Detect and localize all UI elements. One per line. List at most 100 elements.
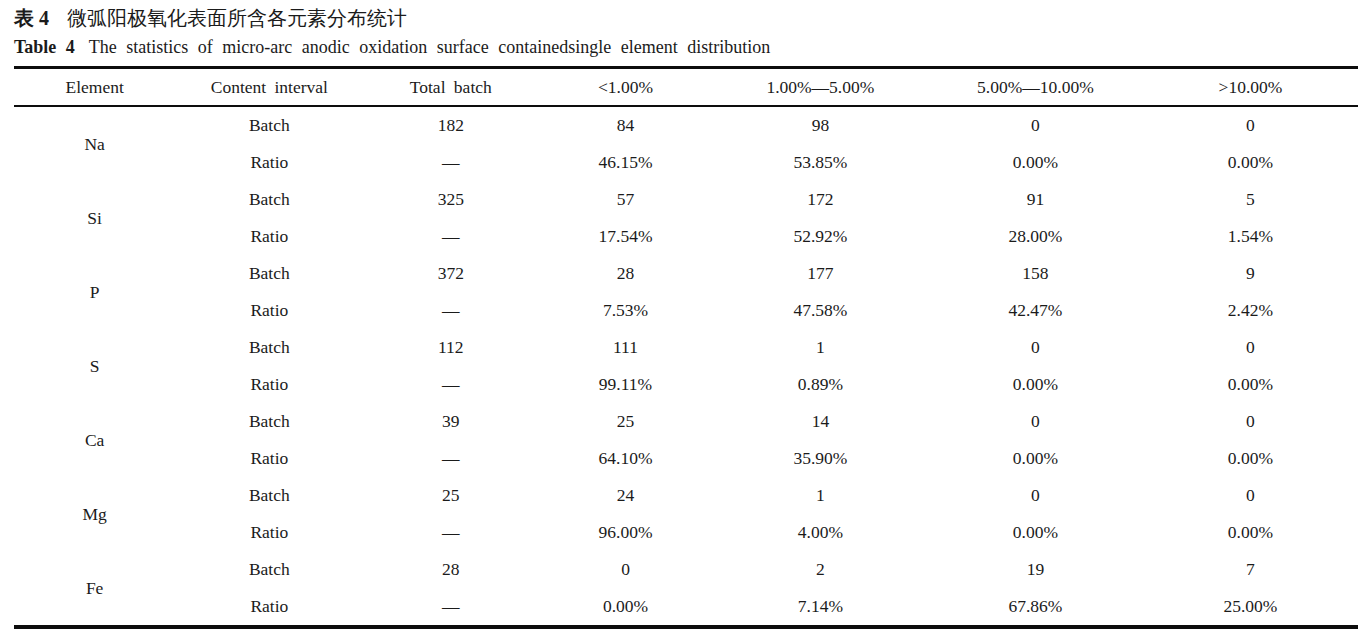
table-row-ratio: Ratio—7.53%47.58%42.47%2.42% <box>14 292 1358 329</box>
batch-value-cell: 0 <box>928 477 1143 514</box>
table-title-zh-text: 微弧阳极氧化表面所含各元素分布统计 <box>67 7 407 29</box>
ratio-value-cell: — <box>363 218 538 255</box>
ratio-value-cell: — <box>363 588 538 627</box>
ratio-value-cell: 7.53% <box>538 292 713 329</box>
header-gt-10pct: >10.00% <box>1143 68 1358 107</box>
element-cell: Mg <box>14 477 175 551</box>
element-cell: S <box>14 329 175 403</box>
batch-value-cell: 25 <box>538 403 713 440</box>
ratio-value-cell: 2.42% <box>1143 292 1358 329</box>
batch-value-cell: 372 <box>363 255 538 292</box>
batch-value-cell: 325 <box>363 181 538 218</box>
batch-value-cell: 24 <box>538 477 713 514</box>
table-title-en: Table 4The statistics of micro-arc anodi… <box>14 34 1352 60</box>
ratio-value-cell: — <box>363 366 538 403</box>
batch-value-cell: 0 <box>1143 403 1358 440</box>
batch-value-cell: 1 <box>713 329 928 366</box>
element-cell: Na <box>14 106 175 181</box>
batch-value-cell: 84 <box>538 106 713 144</box>
batch-value-cell: 25 <box>363 477 538 514</box>
batch-value-cell: 57 <box>538 181 713 218</box>
batch-value-cell: 1 <box>713 477 928 514</box>
row-label-ratio: Ratio <box>175 440 363 477</box>
ratio-value-cell: 35.90% <box>713 440 928 477</box>
batch-value-cell: 0 <box>1143 329 1358 366</box>
batch-value-cell: 7 <box>1143 551 1358 588</box>
table-title-zh-label: 表 4 <box>14 7 49 29</box>
statistics-table: Element Content interval Total batch <1.… <box>14 66 1358 629</box>
ratio-value-cell: 0.00% <box>1143 144 1358 181</box>
batch-value-cell: 0 <box>1143 477 1358 514</box>
table-body: NaBatch182849800Ratio—46.15%53.85%0.00%0… <box>14 106 1358 627</box>
row-label-ratio: Ratio <box>175 144 363 181</box>
row-label-ratio: Ratio <box>175 218 363 255</box>
table-title-en-text: The statistics of micro-arc anodic oxida… <box>89 37 770 57</box>
element-cell: Si <box>14 181 175 255</box>
table-title-zh: 表 4 微弧阳极氧化表面所含各元素分布统计 <box>14 4 1352 32</box>
ratio-value-cell: — <box>363 292 538 329</box>
table-row-ratio: Ratio—64.10%35.90%0.00%0.00% <box>14 440 1358 477</box>
ratio-value-cell: — <box>363 144 538 181</box>
batch-value-cell: 0 <box>928 106 1143 144</box>
row-label-ratio: Ratio <box>175 292 363 329</box>
table-row-batch: SiBatch32557172915 <box>14 181 1358 218</box>
element-cell: Fe <box>14 551 175 627</box>
batch-value-cell: 111 <box>538 329 713 366</box>
batch-value-cell: 5 <box>1143 181 1358 218</box>
ratio-value-cell: — <box>363 440 538 477</box>
header-total-batch: Total batch <box>363 68 538 107</box>
table-header-row: Element Content interval Total batch <1.… <box>14 68 1358 107</box>
row-label-batch: Batch <box>175 477 363 514</box>
header-content-interval: Content interval <box>175 68 363 107</box>
ratio-value-cell: 96.00% <box>538 514 713 551</box>
ratio-value-cell: 46.15% <box>538 144 713 181</box>
ratio-value-cell: 0.89% <box>713 366 928 403</box>
batch-value-cell: 39 <box>363 403 538 440</box>
row-label-batch: Batch <box>175 329 363 366</box>
batch-value-cell: 14 <box>713 403 928 440</box>
batch-value-cell: 91 <box>928 181 1143 218</box>
table-row-batch: FeBatch2802197 <box>14 551 1358 588</box>
batch-value-cell: 158 <box>928 255 1143 292</box>
ratio-value-cell: 0.00% <box>928 440 1143 477</box>
table-row-ratio: Ratio—0.00%7.14%67.86%25.00% <box>14 588 1358 627</box>
batch-value-cell: 98 <box>713 106 928 144</box>
ratio-value-cell: 1.54% <box>1143 218 1358 255</box>
table-row-batch: MgBatch2524100 <box>14 477 1358 514</box>
row-label-batch: Batch <box>175 403 363 440</box>
element-cell: P <box>14 255 175 329</box>
ratio-value-cell: 99.11% <box>538 366 713 403</box>
table-row-batch: PBatch372281771589 <box>14 255 1358 292</box>
batch-value-cell: 0 <box>538 551 713 588</box>
header-lt-1pct: <1.00% <box>538 68 713 107</box>
header-element: Element <box>14 68 175 107</box>
ratio-value-cell: 4.00% <box>713 514 928 551</box>
row-label-batch: Batch <box>175 551 363 588</box>
table-row-ratio: Ratio—99.11%0.89%0.00%0.00% <box>14 366 1358 403</box>
header-1-5pct: 1.00%—5.00% <box>713 68 928 107</box>
row-label-ratio: Ratio <box>175 366 363 403</box>
ratio-value-cell: 67.86% <box>928 588 1143 627</box>
row-label-ratio: Ratio <box>175 588 363 627</box>
batch-value-cell: 19 <box>928 551 1143 588</box>
table-row-ratio: Ratio—96.00%4.00%0.00%0.00% <box>14 514 1358 551</box>
ratio-value-cell: 0.00% <box>928 514 1143 551</box>
ratio-value-cell: 0.00% <box>1143 366 1358 403</box>
header-5-10pct: 5.00%—10.00% <box>928 68 1143 107</box>
row-label-batch: Batch <box>175 181 363 218</box>
ratio-value-cell: — <box>363 514 538 551</box>
table-row-ratio: Ratio—46.15%53.85%0.00%0.00% <box>14 144 1358 181</box>
row-label-batch: Batch <box>175 255 363 292</box>
batch-value-cell: 182 <box>363 106 538 144</box>
batch-value-cell: 0 <box>1143 106 1358 144</box>
ratio-value-cell: 25.00% <box>1143 588 1358 627</box>
batch-value-cell: 2 <box>713 551 928 588</box>
table-row-batch: SBatch112111100 <box>14 329 1358 366</box>
table-row-ratio: Ratio—17.54%52.92%28.00%1.54% <box>14 218 1358 255</box>
row-label-ratio: Ratio <box>175 514 363 551</box>
ratio-value-cell: 28.00% <box>928 218 1143 255</box>
ratio-value-cell: 17.54% <box>538 218 713 255</box>
ratio-value-cell: 7.14% <box>713 588 928 627</box>
batch-value-cell: 172 <box>713 181 928 218</box>
batch-value-cell: 0 <box>928 329 1143 366</box>
